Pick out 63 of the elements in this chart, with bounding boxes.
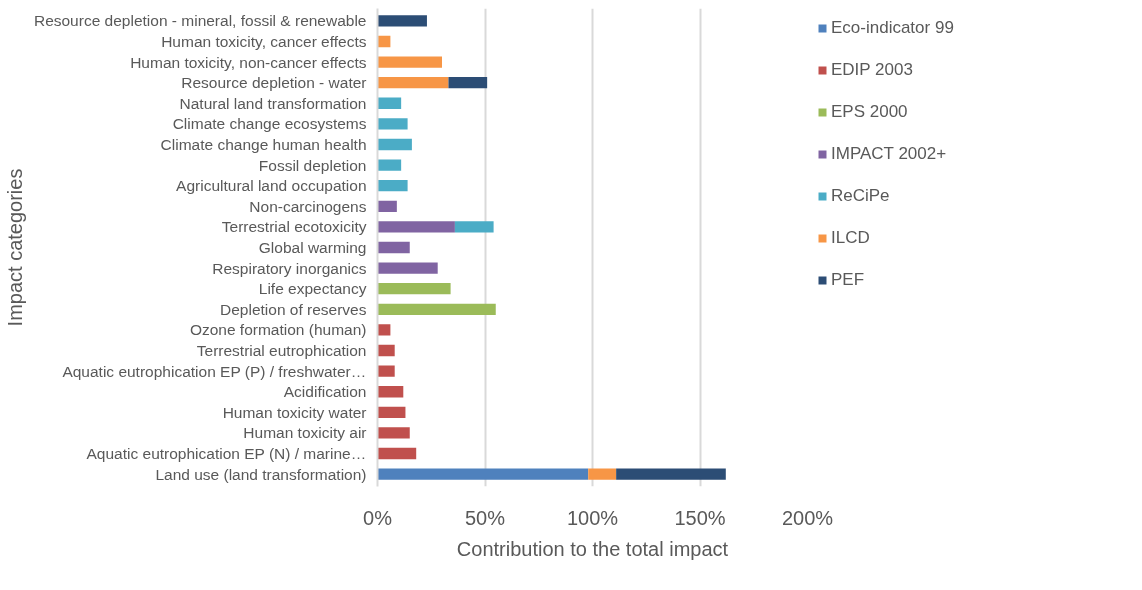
legend-label: EPS 2000 <box>831 102 908 122</box>
bar <box>377 406 406 418</box>
y-tick-label: Human toxicity, cancer effects <box>161 32 367 50</box>
x-tick-label: 150% <box>674 506 726 529</box>
bar <box>377 283 451 295</box>
y-axis-title: Impact categories <box>3 168 26 327</box>
y-tick-label: Aquatic eutrophication EP (N) / marine… <box>86 445 367 463</box>
bar <box>377 365 395 377</box>
y-tick-label: Human toxicity, non-cancer effects <box>130 53 367 71</box>
y-tick-label: Fossil depletion <box>258 156 367 174</box>
bar <box>377 427 410 439</box>
y-tick-label: Human toxicity air <box>243 424 367 442</box>
y-tick-label: Depletion of reserves <box>220 300 367 318</box>
x-tick-label: 100% <box>566 506 619 529</box>
bar <box>377 344 395 357</box>
y-tick-label: Terrestrial eutrophication <box>196 342 367 360</box>
bar <box>377 303 496 315</box>
legend-label: IMPACT 2002+ <box>831 144 947 164</box>
legend-label: EDIP 2003 <box>831 60 913 80</box>
y-tick-label: Land use (land transformation) <box>155 465 367 483</box>
bar <box>377 447 417 460</box>
bar <box>377 138 412 151</box>
x-axis-title: Contribution to the total impact <box>456 537 729 560</box>
y-tick-label: Non-carcinogens <box>249 197 367 215</box>
y-tick-label: Resource depletion - water <box>181 74 367 92</box>
bar <box>448 77 488 89</box>
legend-label: ILCD <box>831 228 870 248</box>
y-tick-label: Acidification <box>283 383 367 401</box>
legend-label: ReCiPe <box>831 186 890 206</box>
bar <box>588 468 617 480</box>
x-tick-label: 200% <box>781 506 834 529</box>
bar <box>377 262 438 274</box>
y-tick-label: Climate change human health <box>160 135 367 153</box>
bar <box>377 241 410 254</box>
y-tick-label: Resource depletion - mineral, fossil & renewable <box>33 12 367 30</box>
y-tick-label: Life expectancy <box>258 280 367 298</box>
bar <box>377 15 427 27</box>
legend-label: Eco-indicator 99 <box>831 18 954 38</box>
y-tick-label: Climate change ecosystems <box>172 115 367 133</box>
bar <box>616 468 726 480</box>
bar <box>377 180 408 192</box>
y-tick-label: Agricultural land occupation <box>176 177 367 195</box>
bar <box>377 200 397 212</box>
legend-label: PEF <box>831 270 865 290</box>
y-tick-label: Ozone formation (human) <box>189 321 367 339</box>
y-tick-label: Respiratory inorganics <box>212 259 367 277</box>
y-tick-label: Terrestrial ecotoxicity <box>221 218 367 236</box>
bar <box>377 97 402 109</box>
x-tick-label: 0% <box>363 506 393 529</box>
bar <box>377 56 442 68</box>
bar <box>377 468 589 480</box>
bar <box>377 221 455 233</box>
x-tick-label: 50% <box>464 506 506 529</box>
bar <box>377 118 408 130</box>
bar <box>377 159 402 171</box>
y-tick-label: Natural land transformation <box>179 94 367 112</box>
y-tick-label: Global warming <box>258 239 367 256</box>
y-tick-label: Human toxicity water <box>222 403 367 421</box>
bar <box>377 77 449 89</box>
bar <box>454 221 494 233</box>
bar <box>377 386 404 398</box>
y-tick-label: Aquatic eutrophication EP (P) / freshwater… <box>62 362 367 380</box>
bar <box>377 324 391 336</box>
